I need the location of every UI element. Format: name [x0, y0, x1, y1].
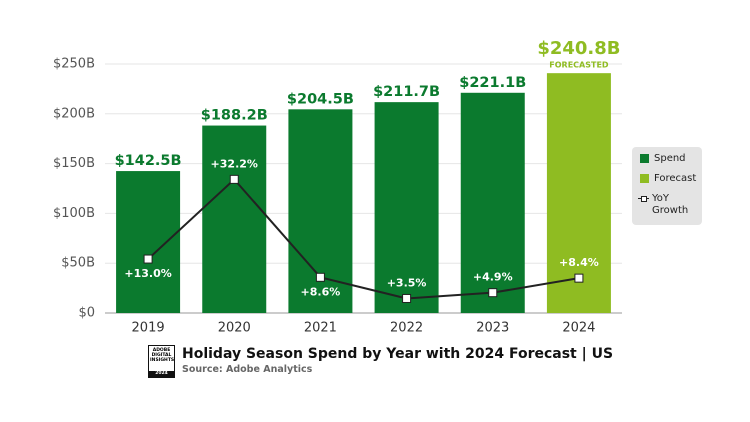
bar: [374, 102, 439, 314]
legend-swatch: [638, 194, 649, 203]
data-label: +13.0%: [124, 267, 171, 280]
chart-title: Holiday Season Spend by Year with 2024 F…: [182, 346, 614, 362]
bar: [460, 92, 525, 314]
bar: [202, 125, 267, 314]
y-tick-label: $0: [78, 306, 95, 321]
bar: [116, 171, 181, 313]
data-label: $240.8B: [537, 38, 620, 59]
marker: [574, 273, 584, 283]
x-tick-label: 2020: [218, 321, 251, 336]
x-tick-label: 2023: [476, 321, 509, 336]
x-tick-label: 2019: [132, 321, 165, 336]
legend-swatch: [640, 174, 649, 183]
y-tick-label: $50B: [61, 256, 95, 271]
y-tick-label: $250B: [53, 57, 95, 72]
legend: Spend Forecast YoY Growth: [632, 147, 702, 225]
data-label: $221.1B: [459, 75, 526, 91]
legend-label: Spend: [654, 153, 686, 164]
data-label: +8.6%: [301, 285, 341, 298]
data-label: +4.9%: [473, 271, 513, 284]
marker: [402, 293, 412, 303]
x-tick-label: 2021: [304, 321, 337, 336]
line: [147, 177, 580, 300]
data-label: $211.7B: [373, 84, 440, 100]
x-tick-label: 2024: [562, 321, 595, 336]
marker: [143, 254, 153, 264]
data-label: +32.2%: [211, 157, 258, 170]
legend-label: YoY Growth: [652, 193, 689, 216]
source: Source: Adobe Analytics: [182, 364, 313, 375]
y-tick-label: $100B: [53, 206, 95, 221]
legend-item: Forecast: [638, 173, 696, 185]
legend-item: Spend: [638, 153, 696, 165]
marker: [488, 288, 498, 298]
data-label: +8.4%: [559, 256, 599, 269]
logo: ADOBE DIGITAL INSIGHTS 2024: [148, 345, 175, 378]
y-tick-label: $150B: [53, 156, 95, 171]
legend-swatch: [640, 154, 649, 163]
y-tick-label: $200B: [53, 106, 95, 121]
marker: [315, 272, 325, 282]
logo-text: ADOBE DIGITAL INSIGHTS: [150, 348, 175, 363]
x-tick-label: 2022: [390, 321, 423, 336]
legend-label: Forecast: [654, 173, 697, 184]
annotation: FORECASTED: [549, 61, 609, 70]
data-label: $142.5B: [115, 153, 182, 169]
legend-item: YoY Growth: [638, 193, 696, 217]
marker: [229, 174, 239, 184]
logo-year: 2024: [149, 371, 174, 377]
data-label: $204.5B: [287, 91, 354, 107]
data-label: $188.2B: [201, 108, 268, 124]
bar: [546, 73, 611, 313]
data-label: +3.5%: [387, 276, 427, 289]
